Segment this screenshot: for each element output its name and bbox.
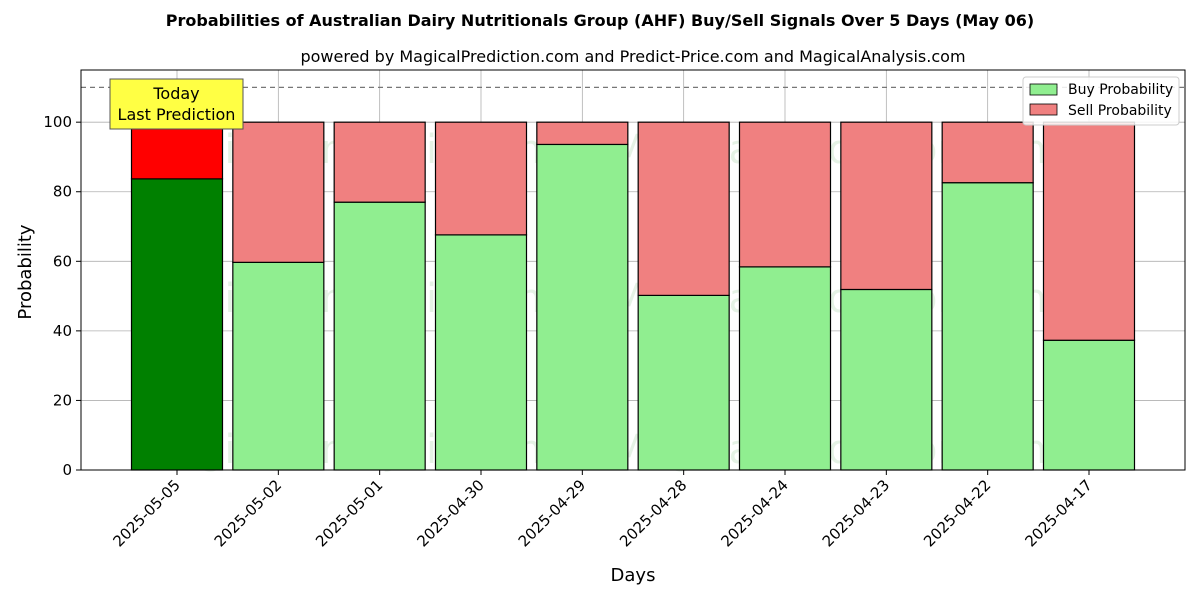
sell-bar: [637, 121, 730, 296]
buy-bar: [1042, 339, 1136, 471]
sell-bar: [1042, 121, 1136, 341]
y-tick-label: 100: [43, 113, 72, 131]
y-tick-label: 80: [53, 183, 72, 201]
y-tick-label: 0: [62, 461, 72, 479]
sell-bar: [232, 121, 325, 263]
legend-frame: [1022, 76, 1180, 126]
buy-bar: [232, 261, 325, 471]
legend-sell-swatch: [1029, 103, 1058, 116]
x-tick-label: 2025-05-05: [109, 476, 183, 550]
x-tick-label: 2025-04-22: [920, 476, 994, 550]
y-tick-label: 40: [53, 322, 72, 340]
legend-sell-label: Sell Probability: [1068, 103, 1172, 119]
buy-bar: [434, 234, 528, 471]
x-tick-label: 2025-04-29: [515, 476, 589, 550]
buy-bar: [738, 266, 832, 471]
buy-bar: [941, 182, 1034, 471]
y-axis-ticks: 0 20 40 60 80 100: [43, 113, 81, 479]
annotation-line-1: Today: [152, 84, 199, 103]
legend: Buy Probability Sell Probability: [1022, 76, 1180, 126]
sell-bar: [840, 121, 933, 291]
x-tick-label: 2025-05-02: [211, 476, 285, 550]
y-tick-label: 20: [53, 391, 72, 409]
annotation-box: [109, 78, 244, 130]
buy-bar: [536, 143, 629, 471]
annotation-line-2: Last Prediction: [118, 105, 236, 124]
y-tick-label: 60: [53, 252, 72, 270]
bars: [130, 121, 1136, 471]
x-tick-label: 2025-04-24: [717, 476, 791, 550]
buy-bar: [333, 201, 426, 471]
x-axis-ticks: 2025-05-05 2025-05-02 2025-05-01 2025-04-30…: [109, 470, 1096, 550]
today-annotation: Today Last Prediction: [109, 78, 244, 130]
buy-bar: [840, 288, 933, 471]
sell-bar: [333, 121, 426, 203]
sell-bar: [536, 121, 629, 146]
x-tick-label: 2025-04-23: [819, 476, 893, 550]
sell-bar: [941, 121, 1034, 184]
x-tick-label: 2025-04-17: [1021, 476, 1095, 550]
legend-buy-swatch: [1029, 83, 1058, 96]
x-axis-label: Days: [611, 565, 656, 586]
sell-bar: [130, 121, 224, 180]
x-tick-label: 2025-05-01: [312, 476, 386, 550]
y-axis-label: Probability: [15, 224, 36, 319]
chart-subtitle: powered by MagicalPrediction.com and Pre…: [300, 47, 965, 66]
x-tick-label: 2025-04-30: [413, 476, 487, 550]
legend-buy-label: Buy Probability: [1068, 82, 1173, 98]
sell-bar: [738, 121, 832, 268]
chart-title: Probabilities of Australian Dairy Nutrit…: [166, 11, 1034, 30]
plot-frame: [80, 69, 1186, 471]
sell-bar: [434, 121, 528, 236]
buy-bar: [130, 178, 224, 471]
buy-bar: [637, 294, 730, 471]
x-tick-label: 2025-04-28: [616, 476, 690, 550]
